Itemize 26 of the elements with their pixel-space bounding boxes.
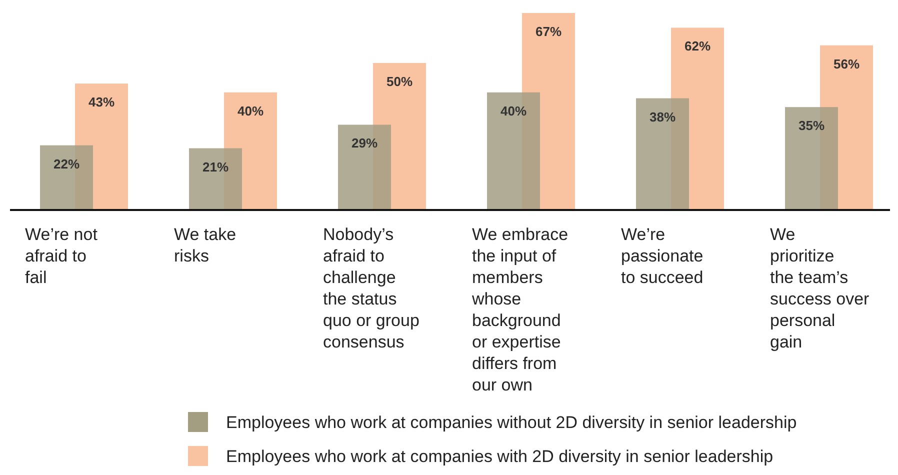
- x-tick-label: We prioritize the team’s success over personal gain: [770, 225, 870, 352]
- data-label: 50%: [386, 74, 413, 89]
- data-label: 40%: [500, 103, 527, 118]
- bar: [338, 124, 391, 210]
- x-tick-label: We take risks: [174, 225, 236, 266]
- x-tick-label: Nobody’s afraid to challenge the status quo or group consensus: [323, 225, 420, 352]
- data-label: 62%: [684, 38, 711, 54]
- data-label: 40%: [237, 103, 264, 118]
- legend-label: Employees who work at companies with 2D diversity in senior leadership: [226, 447, 774, 466]
- data-label: 21%: [202, 159, 229, 174]
- bar: [487, 92, 540, 210]
- data-label: 22%: [53, 156, 80, 172]
- legend-label: Employees who work at companies without 2D diversity in senior leadership: [226, 413, 797, 432]
- data-label: 35%: [798, 118, 825, 134]
- data-label: 38%: [649, 109, 676, 124]
- data-label: 29%: [351, 136, 378, 151]
- data-label: 67%: [535, 24, 562, 39]
- bar: [785, 107, 838, 210]
- bar: [40, 145, 93, 210]
- x-tick-label: We embrace the input of members whose background or expertise differs from our own: [471, 225, 568, 394]
- bar: [189, 148, 242, 210]
- x-tick-label: We’re passionate to succeed: [621, 225, 704, 287]
- data-label: 56%: [833, 56, 860, 72]
- bar: [636, 98, 689, 210]
- data-label: 43%: [88, 94, 115, 110]
- x-tick-label: We’re not afraid to fail: [25, 225, 98, 287]
